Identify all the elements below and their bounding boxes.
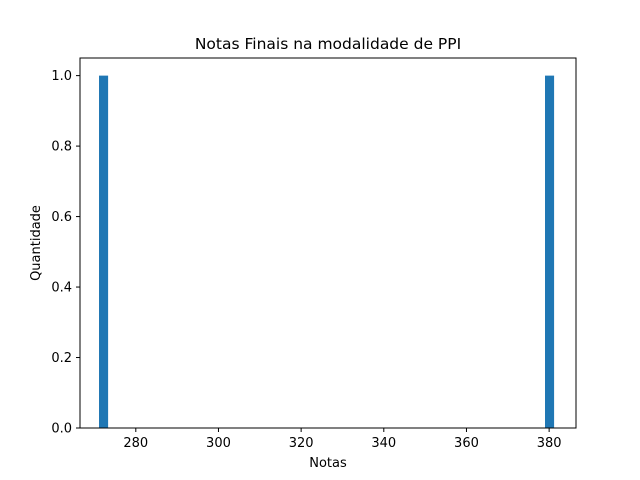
x-axis-label: Notas <box>309 456 347 471</box>
x-axis-ticks: 280 300 320 340 360 380 <box>123 428 562 451</box>
x-tick-label: 340 <box>371 436 396 451</box>
y-tick-label: 0.0 <box>51 422 72 437</box>
plot-frame <box>79 57 577 429</box>
x-tick-label: 300 <box>206 436 231 451</box>
y-tick-label: 0.6 <box>51 210 72 225</box>
bars-layer <box>99 75 555 428</box>
y-tick-label: 0.8 <box>51 140 72 155</box>
y-tick-label: 1.0 <box>51 69 72 84</box>
y-tick-label: 0.4 <box>51 281 72 296</box>
y-tick-label: 0.2 <box>51 351 72 366</box>
x-tick-label: 320 <box>289 436 314 451</box>
x-tick-label: 280 <box>123 436 148 451</box>
x-tick-label: 380 <box>537 436 562 451</box>
y-axis-ticks: 0.0 0.2 0.4 0.6 0.8 1.0 <box>51 69 80 437</box>
y-axis-label: Quantidade <box>29 205 44 281</box>
x-tick-label: 360 <box>454 436 479 451</box>
histogram-bar-2 <box>545 75 555 428</box>
histogram-bar-1 <box>99 75 109 428</box>
chart-title: Notas Finais na modalidade de PPI <box>195 35 461 53</box>
